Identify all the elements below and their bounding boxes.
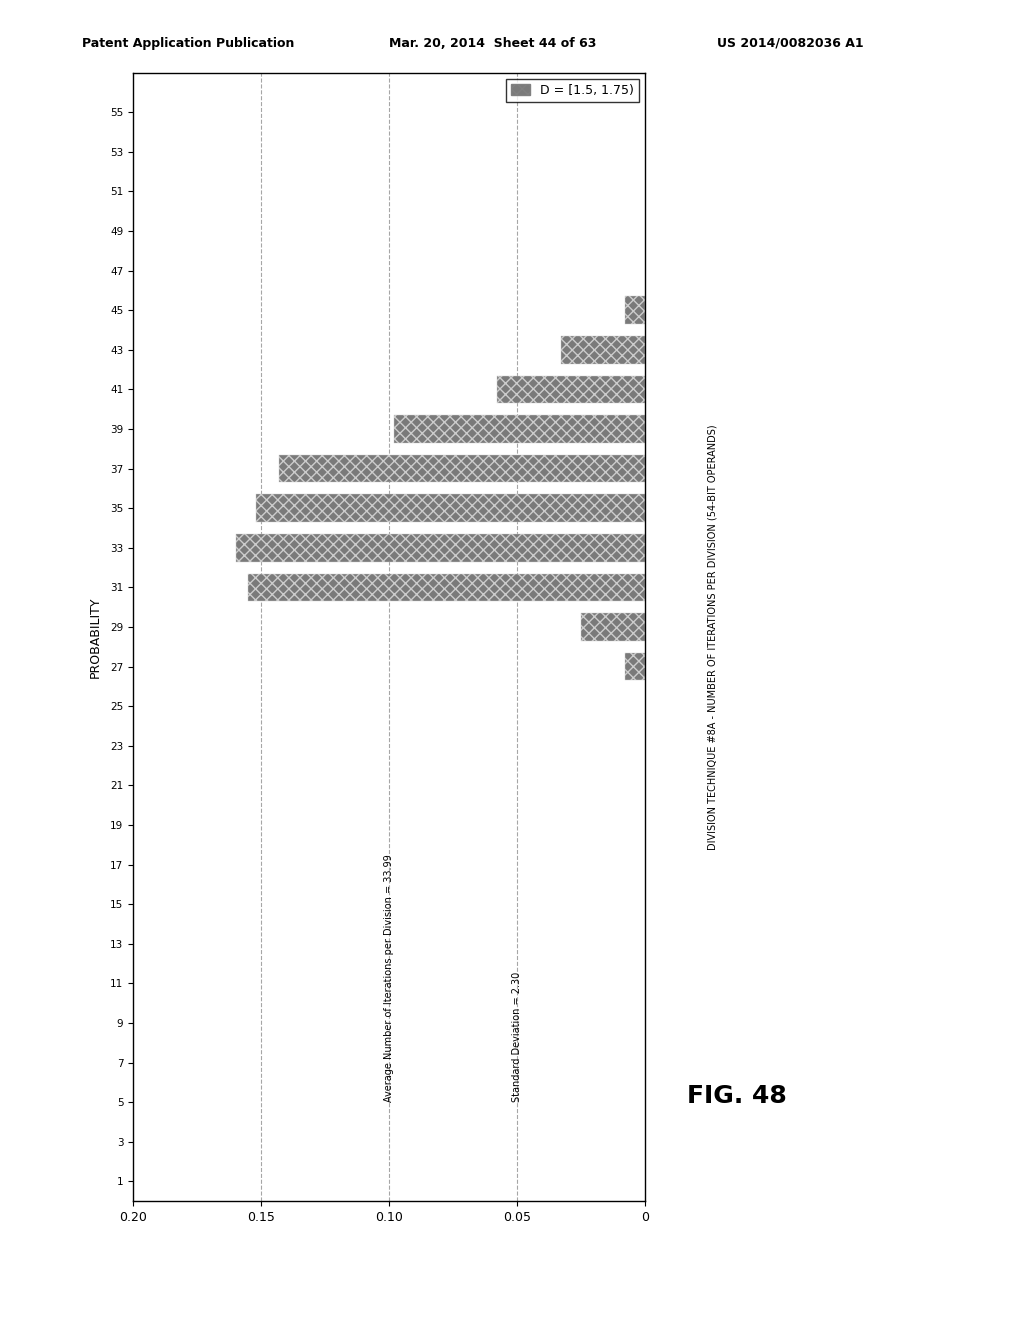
Text: Mar. 20, 2014  Sheet 44 of 63: Mar. 20, 2014 Sheet 44 of 63 (389, 37, 597, 50)
Bar (582, 614, 645, 642)
Bar (625, 653, 645, 681)
Y-axis label: DIVISION TECHNIQUE #8A - NUMBER OF ITERATIONS PER DIVISION (54-BIT OPERANDS): DIVISION TECHNIQUE #8A - NUMBER OF ITERA… (708, 424, 718, 850)
Text: Standard Deviation = 2.30: Standard Deviation = 2.30 (512, 972, 522, 1102)
Bar (497, 376, 645, 404)
Bar (394, 416, 645, 444)
Text: FIG. 48: FIG. 48 (687, 1084, 787, 1107)
Text: Average Number of Iterations per Division = 33.99: Average Number of Iterations per Divisio… (384, 854, 394, 1102)
Bar (248, 574, 645, 602)
Bar (236, 535, 645, 562)
Bar (561, 337, 645, 364)
Legend: D = [1.5, 1.75): D = [1.5, 1.75) (506, 79, 639, 102)
Text: US 2014/0082036 A1: US 2014/0082036 A1 (717, 37, 863, 50)
Bar (625, 297, 645, 325)
Bar (256, 495, 645, 523)
Bar (279, 455, 645, 483)
Text: Patent Application Publication: Patent Application Publication (82, 37, 294, 50)
Y-axis label: PROBABILITY: PROBABILITY (89, 597, 101, 677)
